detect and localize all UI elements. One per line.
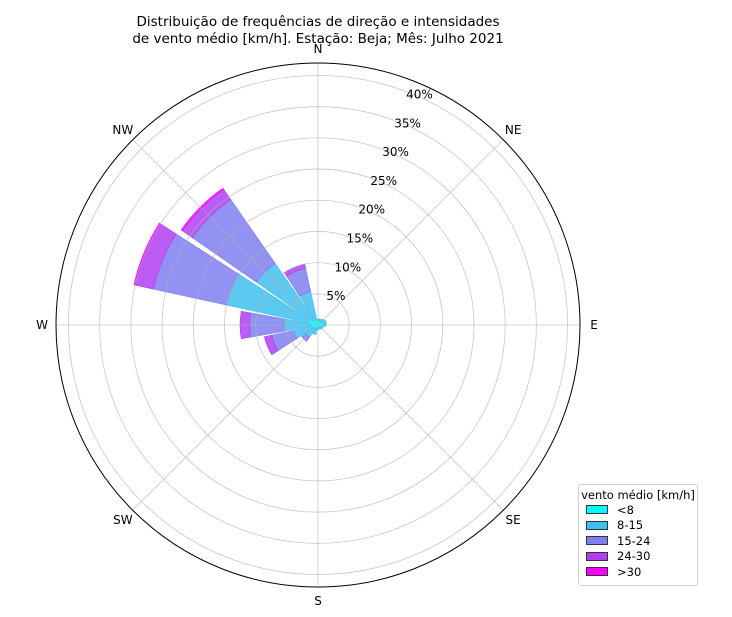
radial-tick-label: 20% [358, 203, 385, 217]
angular-gridline [317, 139, 504, 326]
polar-grid [55, 62, 581, 588]
wind-sector-segment [264, 334, 279, 356]
chart-title-line-1: Distribuição de frequências de direção e… [136, 14, 500, 30]
radial-tick-label: 10% [335, 260, 362, 274]
legend-entry: 8-15 [586, 518, 697, 534]
axis-labels: N NE E SE S SW W NW 5% 10% 15% 20% 25% 30% 35% 40% [36, 42, 598, 608]
radial-tick-label: 15% [346, 232, 373, 246]
direction-label: SE [506, 513, 521, 527]
direction-label: N [314, 42, 323, 56]
legend-swatch [586, 520, 608, 530]
direction-label: NE [505, 123, 522, 137]
legend-swatch [586, 551, 608, 561]
radial-tick-label: 40% [406, 87, 433, 101]
legend-swatch [586, 505, 608, 515]
direction-label: S [314, 594, 322, 608]
angular-gridline [317, 324, 504, 511]
radial-tick-label: 35% [394, 116, 421, 130]
wind-sector-segment [180, 187, 225, 232]
radial-tick-label: 25% [370, 174, 397, 188]
legend-label: 24-30 [617, 549, 651, 564]
direction-label: SW [113, 513, 133, 527]
chart-title: Distribuição de frequências de direção e… [0, 14, 636, 48]
legend-entry: >30 [586, 564, 697, 580]
legend: vento médio [km/h] <8 8-15 15-24 24-30 >… [578, 484, 698, 586]
legend-label: 15-24 [617, 533, 651, 548]
angular-gridline [132, 324, 319, 511]
radial-tick-label: 30% [382, 145, 409, 159]
legend-swatch [586, 536, 608, 546]
legend-title: vento médio [km/h] [581, 488, 695, 502]
legend-label: <8 [617, 502, 634, 517]
legend-entry: 15-24 [586, 533, 697, 549]
direction-label: NW [112, 123, 133, 137]
wind-rose-bars [133, 187, 327, 356]
legend-swatch [586, 567, 608, 577]
legend-label: 8-15 [617, 518, 644, 533]
legend-entry: 24-30 [586, 549, 697, 565]
chart-title-line-2: de vento médio [km/h]. Estação: Beja; Mê… [132, 31, 504, 47]
direction-label: E [590, 318, 598, 332]
direction-label: W [36, 318, 48, 332]
angular-gridline [132, 139, 319, 326]
legend-entry: <8 [586, 502, 697, 518]
legend-label: >30 [617, 564, 642, 579]
radial-tick-label: 5% [326, 289, 345, 303]
polar-frame [55, 62, 581, 588]
